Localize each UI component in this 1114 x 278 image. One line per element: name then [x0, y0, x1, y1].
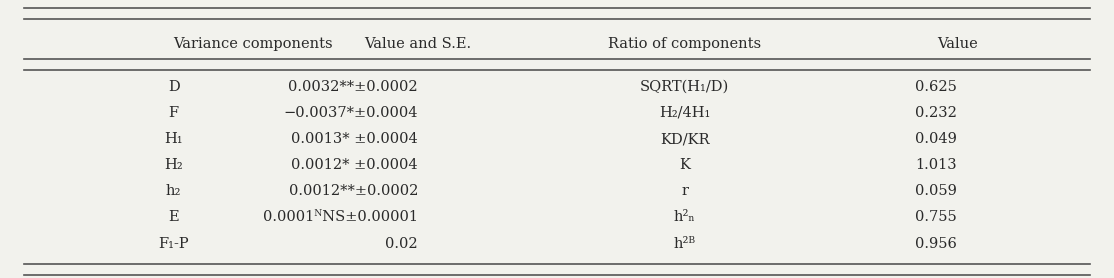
Text: 1.013: 1.013: [916, 158, 957, 172]
Text: K: K: [680, 158, 691, 172]
Text: 0.0013* ±0.0004: 0.0013* ±0.0004: [292, 132, 418, 146]
Text: 0.059: 0.059: [916, 184, 957, 198]
Text: h₂: h₂: [166, 184, 182, 198]
Text: Variance components: Variance components: [174, 37, 333, 51]
Text: F₁-P: F₁-P: [158, 237, 189, 250]
Text: H₂/4H₁: H₂/4H₁: [659, 106, 711, 120]
Text: H₂: H₂: [165, 158, 183, 172]
Text: 0.049: 0.049: [916, 132, 957, 146]
Text: 0.02: 0.02: [385, 237, 418, 250]
Text: Value: Value: [937, 37, 977, 51]
Text: 0.0012**±0.0002: 0.0012**±0.0002: [289, 184, 418, 198]
Text: 0.0032**±0.0002: 0.0032**±0.0002: [289, 80, 418, 94]
Text: Value and S.E.: Value and S.E.: [364, 37, 471, 51]
Text: −0.0037*±0.0004: −0.0037*±0.0004: [284, 106, 418, 120]
Text: 0.0001ᴺNS±0.00001: 0.0001ᴺNS±0.00001: [263, 210, 418, 224]
Text: SQRT(H₁/D): SQRT(H₁/D): [641, 80, 730, 94]
Text: 0.232: 0.232: [916, 106, 957, 120]
Text: D: D: [168, 80, 179, 94]
Text: 0.755: 0.755: [916, 210, 957, 224]
Text: Ratio of components: Ratio of components: [608, 37, 761, 51]
Text: E: E: [168, 210, 179, 224]
Text: KD/KR: KD/KR: [659, 132, 710, 146]
Text: 0.956: 0.956: [916, 237, 957, 250]
Text: 0.0012* ±0.0004: 0.0012* ±0.0004: [292, 158, 418, 172]
Text: r: r: [682, 184, 688, 198]
Text: h²ₙ: h²ₙ: [674, 210, 695, 224]
Text: 0.625: 0.625: [916, 80, 957, 94]
Text: h²ᴮ: h²ᴮ: [674, 237, 696, 250]
Text: H₁: H₁: [165, 132, 183, 146]
Text: F: F: [168, 106, 178, 120]
